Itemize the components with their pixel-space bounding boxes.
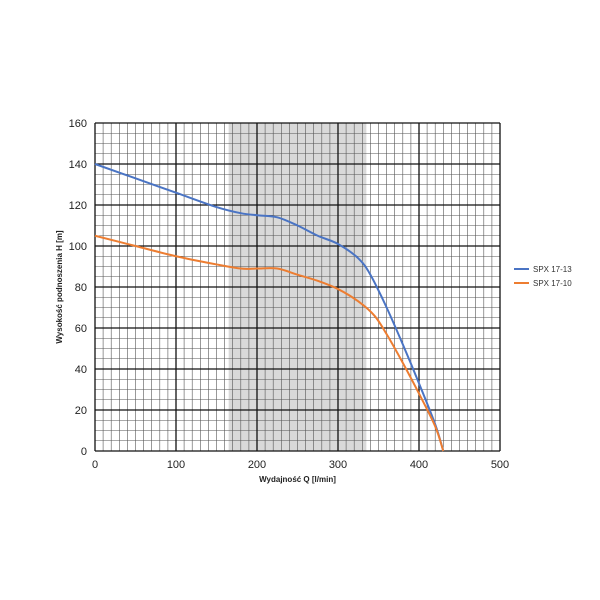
series-line-2 <box>94 234 445 452</box>
legend-label: SPX 17-13 <box>533 265 572 274</box>
y-tick-label: 120 <box>69 200 87 212</box>
tick-labels: 0 100 200 300 400 500 0 20 40 60 80 100 120 140 160 <box>69 118 510 471</box>
legend: SPX 17-13 SPX 17-10 <box>514 265 572 288</box>
x-tick-label: 100 <box>167 459 185 471</box>
x-tick-label: 0 <box>92 459 98 471</box>
y-tick-label: 160 <box>69 118 87 130</box>
x-tick-label: 300 <box>329 459 347 471</box>
series-line-1 <box>94 163 445 452</box>
y-axis-title: Wysokość podnoszenia H [m] <box>55 230 64 344</box>
y-tick-label: 20 <box>75 405 87 417</box>
y-tick-label: 60 <box>75 323 87 335</box>
x-tick-label: 200 <box>248 459 266 471</box>
x-tick-label: 400 <box>410 459 428 471</box>
y-tick-label: 100 <box>69 241 87 253</box>
y-tick-label: 0 <box>81 446 87 458</box>
x-tick-label: 500 <box>491 459 509 471</box>
y-tick-label: 140 <box>69 159 87 171</box>
y-tick-label: 80 <box>75 282 87 294</box>
major-grid <box>94 122 501 452</box>
y-tick-label: 40 <box>75 364 87 376</box>
legend-label: SPX 17-10 <box>533 279 572 288</box>
series-lines <box>94 163 445 452</box>
x-axis-title: Wydajność Q [l/min] <box>259 475 336 484</box>
